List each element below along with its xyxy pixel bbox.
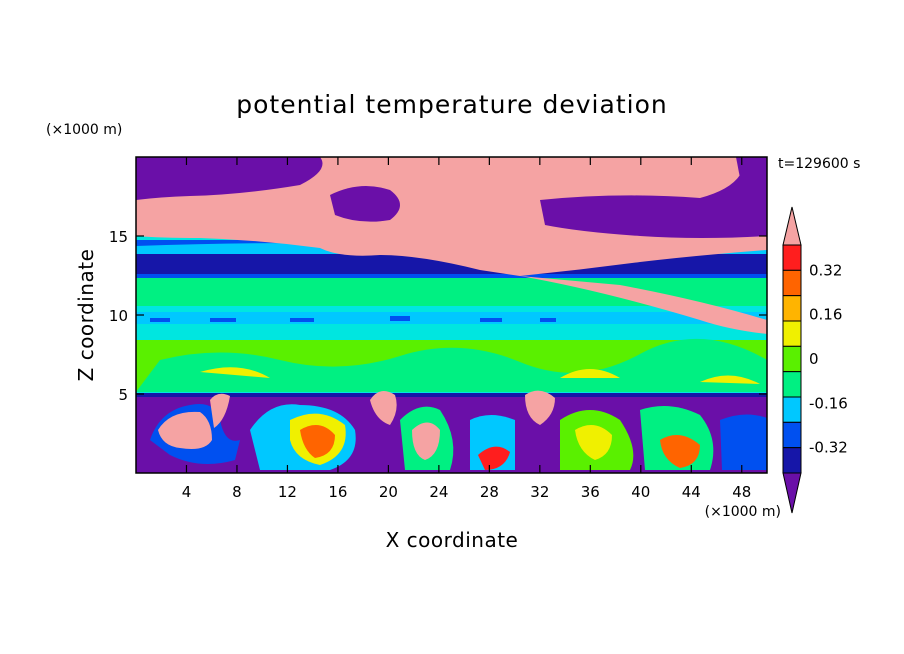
x-axis-title: X coordinate <box>386 528 519 552</box>
y-tick-label: 15 <box>109 228 128 246</box>
time-label: t=129600 s <box>778 156 860 172</box>
colorbar-label: 0.32 <box>809 261 842 279</box>
colorbar-label: 0.16 <box>809 306 842 324</box>
colorbar-box <box>782 371 802 398</box>
chart-title: potential temperature deviation <box>236 90 667 119</box>
colorbar-box <box>782 396 802 423</box>
colorbar-label: -0.32 <box>809 439 848 457</box>
x-tick-label: 48 <box>732 483 751 501</box>
y-axis-title: Z coordinate <box>74 249 98 382</box>
x-tick-label: 40 <box>631 483 650 501</box>
colorbar-box <box>782 269 802 297</box>
colorbar-box <box>782 320 802 347</box>
colorbar-box <box>782 295 802 322</box>
x-units-label: (×1000 m) <box>705 504 781 520</box>
contour-plot-area <box>136 157 767 473</box>
colorbar-label: -0.16 <box>809 394 848 412</box>
colorbar: 0.32 0.16 0 -0.16 -0.32 <box>782 206 848 514</box>
x-tick-label: 16 <box>328 483 347 501</box>
x-tick-label: 12 <box>278 483 297 501</box>
x-tick-label: 44 <box>682 483 701 501</box>
colorbar-label: 0 <box>809 350 819 368</box>
y-tick-label: 10 <box>109 307 128 325</box>
x-tick-label: 24 <box>429 483 448 501</box>
x-tick-label: 8 <box>232 483 242 501</box>
x-axis-ticks: 4 8 12 16 20 24 28 32 36 40 44 48 <box>182 157 751 501</box>
y-units-label: (×1000 m) <box>46 122 122 138</box>
colorbar-box <box>782 447 802 474</box>
colorbar-box <box>782 345 802 373</box>
x-tick-label: 36 <box>581 483 600 501</box>
colorbar-box <box>782 244 802 271</box>
colorbar-extend-top <box>782 206 802 246</box>
colorbar-box <box>782 421 802 449</box>
x-tick-label: 4 <box>182 483 192 501</box>
x-tick-label: 32 <box>530 483 549 501</box>
x-tick-label: 28 <box>480 483 499 501</box>
y-axis-ticks: 5 10 15 <box>109 228 767 404</box>
x-tick-label: 20 <box>379 483 398 501</box>
y-tick-label: 5 <box>118 386 128 404</box>
colorbar-extend-bottom <box>782 472 802 514</box>
